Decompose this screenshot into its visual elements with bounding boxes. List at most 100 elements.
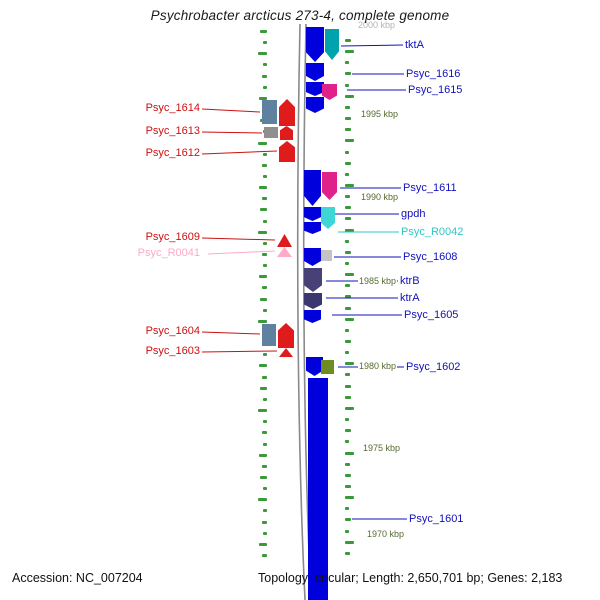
gene-glyph-Psyc_1604[interactable] xyxy=(278,323,294,348)
gene-glyph[interactable] xyxy=(264,127,278,138)
scale-tick xyxy=(345,530,349,533)
scale-tick xyxy=(345,184,354,187)
gene-glyph-Psyc_1605[interactable] xyxy=(304,310,321,323)
gene-glyph[interactable] xyxy=(306,82,324,96)
gene-glyph-Psyc_1613[interactable] xyxy=(280,126,293,140)
scale-tick xyxy=(345,440,349,443)
gene-label-Psyc_1608[interactable]: Psyc_1608 xyxy=(403,251,458,263)
gene-glyph-Psyc_1616[interactable] xyxy=(306,63,324,81)
scale-tick xyxy=(345,61,349,64)
gene-glyph-ktrA[interactable] xyxy=(304,293,322,309)
scale-tick xyxy=(345,117,351,120)
scale-tick xyxy=(262,431,267,434)
gene-glyph-Psyc_1608[interactable] xyxy=(304,248,321,266)
gene-label-Psyc_R0042[interactable]: Psyc_R0042 xyxy=(401,226,464,238)
gene-glyph-Psyc_1614[interactable] xyxy=(279,99,295,126)
gene-glyph-tktA[interactable] xyxy=(325,29,339,60)
gene-label-Psyc_1602[interactable]: Psyc_1602 xyxy=(406,361,461,373)
gene-label-Psyc_1609[interactable]: Psyc_1609 xyxy=(145,231,200,243)
gene-label-Psyc_1603[interactable]: Psyc_1603 xyxy=(145,345,200,357)
scale-tick xyxy=(263,309,267,312)
scale-tick xyxy=(258,409,267,412)
scale-tick xyxy=(345,295,351,298)
scale-tick xyxy=(262,554,267,557)
leader-line-Psyc_1609 xyxy=(201,237,276,241)
gene-label-Psyc_1605[interactable]: Psyc_1605 xyxy=(404,309,459,321)
gene-label-tktA[interactable]: tktA xyxy=(405,39,424,51)
scale-tick xyxy=(345,84,349,87)
gene-glyph-Psyc_R0042[interactable] xyxy=(321,207,335,229)
scale-tick xyxy=(259,543,267,546)
scale-tick xyxy=(345,262,349,265)
scale-tick xyxy=(263,220,267,223)
scale-tick xyxy=(259,97,267,100)
scale-tick xyxy=(345,217,351,220)
leader-line-Psyc_1612 xyxy=(201,150,278,155)
gene-label-Psyc_1601[interactable]: Psyc_1601 xyxy=(409,513,464,525)
gene-label-gpdh[interactable]: gpdh xyxy=(401,208,426,220)
gene-label-Psyc_1612[interactable]: Psyc_1612 xyxy=(145,147,200,159)
scale-tick xyxy=(263,420,267,423)
gene-glyph[interactable] xyxy=(304,170,321,206)
scale-tick xyxy=(345,362,354,365)
gene-glyph[interactable] xyxy=(306,27,324,62)
scale-tick xyxy=(263,153,267,156)
gene-glyph[interactable] xyxy=(306,97,324,113)
scale-tick xyxy=(345,206,351,209)
scale-tick xyxy=(258,142,267,145)
scale-tick xyxy=(263,443,267,446)
gene-label-Psyc_1611[interactable]: Psyc_1611 xyxy=(403,182,457,194)
leader-line-Psyc_R0041 xyxy=(207,250,276,255)
scale-tick xyxy=(260,476,267,479)
status-topology: Topology: circular; Length: 2,650,701 bp… xyxy=(258,571,563,585)
gene-glyph-Psyc_R0041[interactable] xyxy=(277,247,292,257)
scale-tick xyxy=(345,139,354,142)
gene-label-ktrB[interactable]: ktrB xyxy=(400,275,420,287)
scale-tick xyxy=(258,320,267,323)
scale-tick xyxy=(345,284,350,287)
gene-label-Psyc_1613[interactable]: Psyc_1613 xyxy=(145,125,200,137)
scale-tick xyxy=(258,52,267,55)
gene-label-Psyc_1616[interactable]: Psyc_1616 xyxy=(406,68,461,80)
scale-tick xyxy=(262,465,267,468)
gene-glyph-Psyc_1602[interactable] xyxy=(321,360,334,374)
gene-label-Psyc_1614[interactable]: Psyc_1614 xyxy=(145,102,200,114)
gene-label-Psyc_R0041[interactable]: Psyc_R0041 xyxy=(137,247,200,259)
leader-line-Psyc_1613 xyxy=(201,131,263,134)
scale-tick xyxy=(345,452,354,455)
gene-glyph[interactable] xyxy=(319,250,332,261)
scale-tick xyxy=(345,329,349,332)
scale-tick xyxy=(263,487,267,490)
scale-tick xyxy=(345,50,354,53)
scale-label: 2000 kbp xyxy=(357,20,397,30)
scale-tick xyxy=(345,229,354,232)
gene-glyph-Psyc_1603[interactable] xyxy=(279,348,293,357)
gene-glyph-Psyc_1601[interactable] xyxy=(308,378,328,600)
gene-glyph-gpdh[interactable] xyxy=(304,207,321,221)
gene-glyph-Psyc_1612[interactable] xyxy=(279,141,295,162)
scale-tick xyxy=(345,507,349,510)
scale-tick xyxy=(260,208,267,211)
scale-tick xyxy=(345,195,350,198)
gene-glyph-Psyc_1615[interactable] xyxy=(322,84,337,100)
scale-tick xyxy=(259,275,267,278)
gene-label-Psyc_1615[interactable]: Psyc_1615 xyxy=(408,84,463,96)
gene-glyph[interactable] xyxy=(262,324,276,346)
gene-glyph[interactable] xyxy=(262,100,277,124)
scale-tick xyxy=(258,231,267,234)
scale-tick xyxy=(262,75,267,78)
scale-tick xyxy=(345,340,351,343)
scale-tick xyxy=(345,518,351,521)
leader-line-tktA xyxy=(340,44,404,47)
scale-tick xyxy=(262,521,267,524)
gene-glyph[interactable] xyxy=(306,357,323,376)
gene-glyph-ktrB[interactable] xyxy=(304,268,322,292)
gene-glyph-Psyc_1611[interactable] xyxy=(322,172,337,200)
gene-label-ktrA[interactable]: ktrA xyxy=(400,292,420,304)
scale-tick xyxy=(345,474,351,477)
scale-tick xyxy=(345,251,351,254)
gene-glyph[interactable] xyxy=(304,222,321,234)
gene-label-Psyc_1604[interactable]: Psyc_1604 xyxy=(145,325,200,337)
